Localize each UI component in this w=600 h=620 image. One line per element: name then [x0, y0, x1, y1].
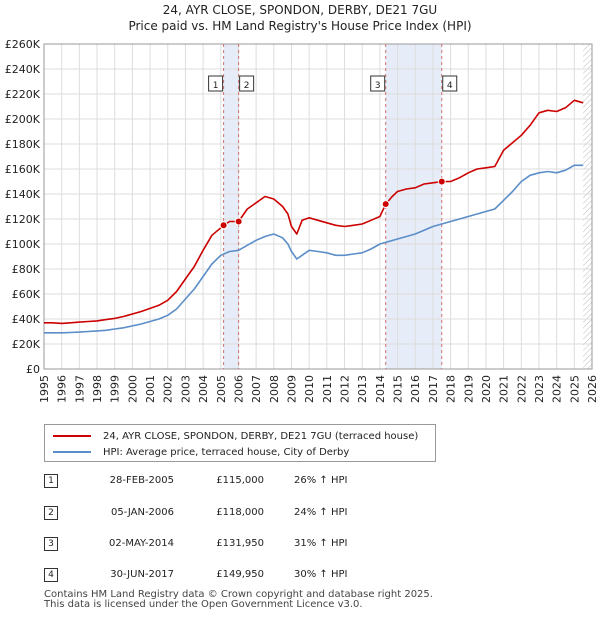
legend-swatch-property	[53, 435, 91, 437]
sale-hpi-change: 30% ↑ HPI	[294, 569, 348, 580]
y-tick-label: £100K	[5, 238, 41, 251]
x-tick-label: 2019	[462, 375, 475, 403]
x-tick-label: 2020	[480, 375, 493, 403]
forecast-hatch	[583, 44, 592, 369]
sale-marker-label: 4	[447, 81, 453, 91]
footer-line-2: This data is licensed under the Open Gov…	[44, 599, 363, 610]
sale-marker-label: 3	[375, 81, 381, 91]
y-tick-label: £160K	[5, 163, 41, 176]
x-tick-label: 2017	[427, 375, 440, 403]
y-tick-label: £20K	[12, 338, 41, 351]
plot-border	[43, 43, 593, 370]
x-tick-label: 2000	[126, 375, 139, 403]
y-tick-label: £240K	[5, 63, 41, 76]
chart-legend: 24, AYR CLOSE, SPONDON, DERBY, DE21 7GU …	[44, 424, 436, 462]
x-tick-label: 2026	[586, 375, 599, 403]
y-tick-label: £140K	[5, 188, 41, 201]
sale-marker-badge	[239, 75, 255, 92]
sale-period-shade	[223, 44, 239, 369]
x-tick-label: 2021	[498, 375, 511, 403]
y-tick-label: £80K	[12, 263, 41, 276]
x-tick-label: 2014	[374, 375, 387, 403]
sale-number-badge: 3	[44, 537, 58, 551]
y-tick-label: £200K	[5, 113, 41, 126]
sale-hpi-change: 31% ↑ HPI	[294, 538, 348, 549]
sale-hpi-change: 26% ↑ HPI	[294, 475, 348, 486]
sale-marker-point	[219, 221, 228, 230]
plot-area	[44, 44, 592, 369]
sale-price: £149,950	[216, 569, 264, 580]
sale-row: 4 30-JUN-2017 £149,950 30% ↑ HPI	[44, 566, 444, 586]
x-tick-label: 2012	[339, 375, 352, 403]
sale-marker-badge	[370, 75, 386, 92]
legend-item-property: 24, AYR CLOSE, SPONDON, DERBY, DE21 7GU …	[53, 428, 418, 444]
sale-date: 05-JAN-2006	[110, 507, 174, 518]
x-tick-label: 2023	[533, 375, 546, 403]
footer-line-1: Contains HM Land Registry data © Crown c…	[44, 589, 433, 600]
sale-marker-badge	[442, 75, 458, 92]
y-tick-label: £0	[26, 363, 40, 376]
price-chart: 24, AYR CLOSE, SPONDON, DERBY, DE21 7GU …	[5, 3, 599, 403]
x-tick-label: 2018	[445, 375, 458, 403]
x-tick-label: 1997	[73, 375, 86, 403]
sale-date: 30-JUN-2017	[110, 569, 174, 580]
x-tick-label: 2022	[515, 375, 528, 403]
sale-date: 02-MAY-2014	[108, 538, 174, 549]
x-tick-label: 2009	[285, 375, 298, 403]
sale-marker-point	[437, 177, 446, 186]
sale-date: 28-FEB-2005	[109, 475, 174, 486]
legend-label-hpi: HPI: Average price, terraced house, City…	[103, 446, 350, 458]
x-tick-label: 2002	[162, 375, 175, 403]
sale-marker-badge	[208, 75, 224, 92]
y-tick-label: £220K	[5, 88, 41, 101]
sale-number-badge: 1	[44, 474, 58, 488]
y-tick-label: £60K	[12, 288, 41, 301]
y-tick-label: £180K	[5, 138, 41, 151]
chart-title: 24, AYR CLOSE, SPONDON, DERBY, DE21 7GU	[163, 3, 437, 17]
x-tick-label: 2011	[321, 375, 334, 403]
sale-row: 2 05-JAN-2006 £118,000 24% ↑ HPI	[44, 504, 444, 524]
sale-price: £131,950	[216, 538, 264, 549]
legend-swatch-hpi	[53, 451, 91, 453]
x-tick-label: 2008	[268, 375, 281, 403]
sale-marker-point	[234, 217, 243, 226]
sale-number-badge: 2	[44, 506, 58, 520]
sale-marker-label: 2	[244, 81, 250, 91]
sale-number-badge: 4	[44, 568, 58, 582]
x-tick-label: 2015	[392, 375, 405, 403]
y-tick-label: £120K	[5, 213, 41, 226]
x-tick-label: 2001	[144, 375, 157, 403]
x-tick-label: 2007	[250, 375, 263, 403]
x-tick-label: 2003	[179, 375, 192, 403]
property-series-line	[44, 99, 584, 325]
sale-marker-label: 1	[213, 81, 219, 91]
hpi-series-line	[44, 164, 584, 334]
legend-item-hpi: HPI: Average price, terraced house, City…	[53, 444, 349, 460]
x-tick-label: 2013	[356, 375, 369, 403]
x-tick-label: 1999	[109, 375, 122, 403]
x-tick-label: 2010	[303, 375, 316, 403]
x-tick-label: 2004	[197, 375, 210, 403]
x-tick-label: 1998	[91, 375, 104, 403]
x-tick-label: 2016	[409, 375, 422, 403]
sale-marker-point	[381, 200, 390, 209]
sale-period-shade	[385, 44, 442, 369]
chart-subtitle: Price paid vs. HM Land Registry's House …	[128, 19, 471, 33]
footer-attribution: Contains HM Land Registry data © Crown c…	[44, 590, 433, 610]
sale-row: 1 28-FEB-2005 £115,000 26% ↑ HPI	[44, 472, 444, 492]
sale-row: 3 02-MAY-2014 £131,950 31% ↑ HPI	[44, 535, 444, 555]
x-tick-label: 2005	[215, 375, 228, 403]
y-tick-label: £40K	[12, 313, 41, 326]
x-tick-label: 1995	[38, 375, 51, 403]
x-tick-label: 2006	[232, 375, 245, 403]
sale-price: £115,000	[216, 475, 264, 486]
sale-price: £118,000	[216, 507, 264, 518]
legend-label-property: 24, AYR CLOSE, SPONDON, DERBY, DE21 7GU …	[103, 430, 419, 442]
y-tick-label: £260K	[5, 38, 41, 51]
x-tick-label: 1996	[56, 375, 69, 403]
x-tick-label: 2025	[568, 375, 581, 403]
sale-hpi-change: 24% ↑ HPI	[294, 507, 348, 518]
x-tick-label: 2024	[551, 375, 564, 403]
